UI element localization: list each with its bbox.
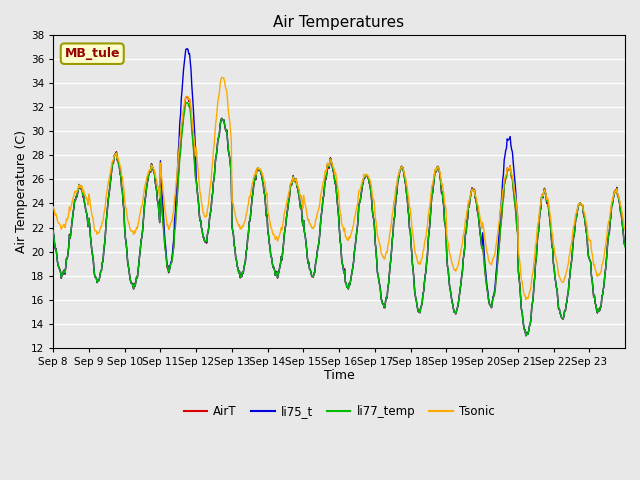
Tsonic (431, 167, 438, 173)
AirT (182, 94, 189, 99)
AirT (222, 128, 230, 134)
Line: li75_t: li75_t (53, 48, 625, 336)
li77_temp (49, 228, 57, 234)
AirT (116, 171, 124, 177)
Tsonic (621, 227, 629, 232)
li75_t (522, 333, 530, 338)
AirT (49, 228, 57, 234)
li75_t (184, 46, 191, 51)
Tsonic (222, 87, 230, 93)
Line: Tsonic: Tsonic (53, 77, 625, 300)
Text: MB_tule: MB_tule (65, 47, 120, 60)
Tsonic (522, 297, 530, 302)
Legend: AirT, li75_t, li77_temp, Tsonic: AirT, li75_t, li77_temp, Tsonic (179, 400, 499, 423)
Line: AirT: AirT (53, 96, 625, 336)
li75_t (272, 271, 280, 276)
AirT (272, 270, 280, 276)
Tsonic (250, 172, 258, 178)
AirT (399, 165, 406, 170)
AirT (431, 168, 438, 174)
li77_temp (184, 99, 191, 105)
AirT (621, 242, 629, 248)
li77_temp (272, 271, 280, 276)
Line: li77_temp: li77_temp (53, 102, 625, 336)
Tsonic (218, 74, 225, 80)
li77_temp (431, 169, 438, 175)
li77_temp (222, 128, 230, 133)
li75_t (431, 169, 438, 175)
li75_t (222, 128, 230, 134)
Y-axis label: Air Temperature (C): Air Temperature (C) (15, 130, 28, 253)
Tsonic (49, 204, 57, 210)
li75_t (621, 243, 629, 249)
Title: Air Temperatures: Air Temperatures (273, 15, 404, 30)
li77_temp (621, 244, 629, 250)
Tsonic (116, 164, 124, 170)
AirT (522, 333, 530, 339)
li75_t (399, 165, 406, 171)
X-axis label: Time: Time (324, 370, 355, 383)
Tsonic (399, 165, 406, 170)
AirT (250, 178, 258, 183)
Tsonic (272, 235, 280, 241)
li77_temp (116, 171, 124, 177)
li75_t (250, 178, 258, 184)
li77_temp (399, 165, 406, 171)
li77_temp (522, 333, 530, 338)
li75_t (116, 171, 124, 177)
li77_temp (250, 178, 258, 184)
li75_t (49, 228, 57, 234)
